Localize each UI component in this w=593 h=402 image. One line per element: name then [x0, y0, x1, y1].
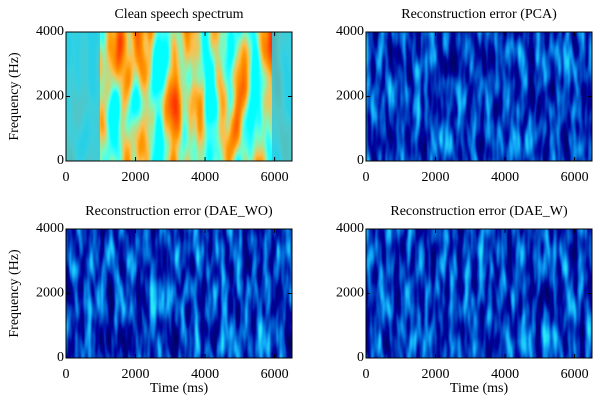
y-tick-label: 4000 — [36, 221, 64, 236]
panel-title: Clean speech spectrum — [114, 7, 243, 22]
panel-title: Reconstruction error (DAE_W) — [390, 204, 568, 219]
y-axis-label: Frequency (Hz) — [7, 52, 22, 141]
x-axis-label: Time (ms) — [150, 381, 209, 396]
x-tick-label: 0 — [363, 170, 370, 185]
x-tick-label: 2000 — [122, 367, 150, 382]
y-tick-label: 4000 — [36, 24, 64, 39]
y-tick-label: 4000 — [336, 221, 364, 236]
y-tick-label: 2000 — [336, 89, 364, 104]
x-tick-label: 4000 — [191, 367, 219, 382]
y-tick-label: 2000 — [336, 286, 364, 301]
x-tick-label: 2000 — [422, 367, 450, 382]
x-tick-label: 2000 — [122, 170, 150, 185]
x-tick-label: 6000 — [561, 367, 589, 382]
heatmap-image — [66, 229, 292, 358]
x-tick-label: 0 — [63, 367, 70, 382]
x-tick-label: 4000 — [191, 170, 219, 185]
heatmap-image — [366, 229, 592, 358]
y-tick-label: 0 — [357, 350, 364, 365]
y-tick-label: 0 — [57, 350, 64, 365]
x-tick-label: 2000 — [422, 170, 450, 185]
y-tick-label: 4000 — [336, 24, 364, 39]
y-tick-label: 0 — [357, 153, 364, 168]
heatmap-image — [366, 32, 592, 161]
heatmap-edge — [66, 32, 100, 161]
y-tick-label: 0 — [57, 153, 64, 168]
x-tick-label: 6000 — [261, 170, 289, 185]
x-tick-label: 0 — [63, 170, 70, 185]
x-tick-label: 6000 — [261, 367, 289, 382]
panel-title: Reconstruction error (PCA) — [401, 7, 557, 22]
x-tick-label: 4000 — [491, 170, 519, 185]
x-tick-label: 4000 — [491, 367, 519, 382]
x-axis-label: Time (ms) — [450, 381, 509, 396]
panel-title: Reconstruction error (DAE_WO) — [85, 204, 273, 219]
x-tick-label: 6000 — [561, 170, 589, 185]
y-axis-label: Frequency (Hz) — [7, 249, 22, 338]
x-tick-label: 0 — [363, 367, 370, 382]
y-tick-label: 2000 — [36, 89, 64, 104]
y-tick-label: 2000 — [36, 286, 64, 301]
heatmap-edge — [272, 32, 292, 161]
heatmap-image — [66, 32, 292, 161]
